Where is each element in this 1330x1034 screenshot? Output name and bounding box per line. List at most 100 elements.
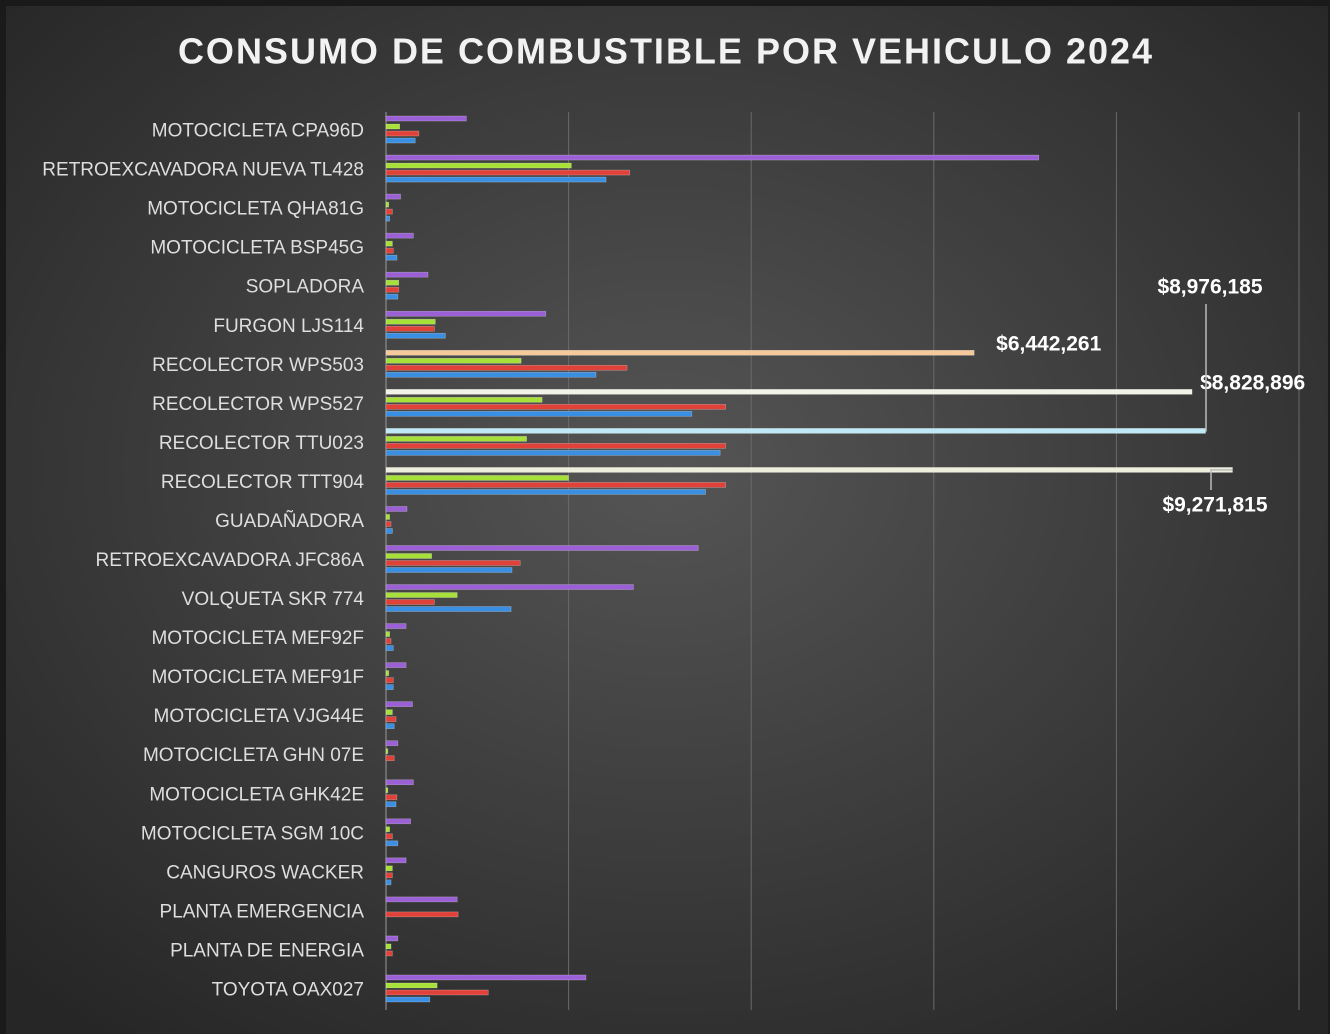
- bar: [385, 115, 467, 122]
- y-tick-label: PLANTA DE ENERGIA: [170, 940, 364, 961]
- bar: [385, 215, 390, 222]
- bar: [385, 450, 721, 456]
- bar: [385, 247, 394, 254]
- bar: [385, 428, 1206, 434]
- bar: [385, 162, 572, 169]
- bar: [385, 436, 527, 442]
- bar: [385, 631, 390, 637]
- bar: [385, 349, 975, 356]
- bar: [385, 606, 512, 612]
- bar: [385, 310, 547, 317]
- y-tick-label: RETROEXCAVADORA NUEVA TL428: [42, 160, 364, 181]
- bar: [385, 201, 390, 208]
- y-tick-label: RECOLECTOR WPS527: [152, 394, 364, 415]
- y-tick-label: MOTOCICLETA GHN 07E: [143, 745, 364, 766]
- bar: [385, 911, 459, 918]
- bar: [385, 879, 392, 886]
- bar: [385, 467, 1233, 473]
- data-label: $8,976,185: [1157, 276, 1262, 299]
- bar: [385, 521, 392, 527]
- leader-line: [1210, 469, 1233, 490]
- bar: [385, 137, 416, 144]
- bar: [385, 818, 411, 825]
- bar: [385, 545, 699, 551]
- bar: [385, 364, 628, 371]
- bar: [385, 755, 395, 762]
- y-tick-label: SOPLADORA: [246, 277, 365, 298]
- bar: [385, 872, 393, 879]
- bar: [385, 599, 435, 605]
- y-tick-label: MOTOCICLETA QHA81G: [147, 199, 364, 220]
- bar: [385, 896, 458, 903]
- bar: [385, 974, 587, 981]
- y-tick-label: RECOLECTOR WPS503: [152, 355, 364, 376]
- bar: [385, 638, 392, 644]
- bar: [385, 950, 393, 957]
- y-tick-label: FURGON LJS114: [213, 316, 364, 337]
- bar: [385, 318, 436, 325]
- y-tick-label: RECOLECTOR TTU023: [159, 433, 364, 454]
- bar: [385, 254, 398, 261]
- y-tick-label: MOTOCICLETA GHK42E: [149, 784, 364, 805]
- bar: [385, 404, 726, 410]
- bar: [385, 645, 394, 651]
- bar: [385, 553, 432, 559]
- bar: [385, 623, 407, 629]
- bar: [385, 240, 393, 247]
- background: [6, 6, 1328, 1034]
- y-tick-label: MOTOCICLETA CPA96D: [152, 121, 364, 142]
- y-tick-label: MOTOCICLETA SGM 10C: [141, 823, 364, 844]
- y-tick-label: MOTOCICLETA BSP45G: [150, 238, 364, 259]
- y-tick-label: MOTOCICLETA MEF92F: [151, 628, 364, 649]
- bar: [385, 857, 407, 864]
- y-tick-label: MOTOCICLETA VJG44E: [154, 706, 364, 727]
- bar: [385, 982, 438, 989]
- bar: [385, 560, 521, 566]
- y-tick-label: MOTOCICLETA MEF91F: [151, 667, 364, 688]
- data-label: $8,828,896: [1200, 371, 1305, 394]
- bar: [385, 154, 1040, 161]
- data-label: $6,442,261: [996, 332, 1101, 355]
- bar: [385, 232, 414, 239]
- bar: [385, 684, 394, 690]
- bar: [385, 123, 400, 130]
- bar: [385, 411, 693, 417]
- y-tick-label: VOLQUETA SKR 774: [182, 589, 365, 610]
- bar: [385, 584, 634, 590]
- bar: [385, 130, 420, 137]
- bar: [385, 489, 706, 495]
- bar: [385, 723, 395, 729]
- bar: [385, 794, 398, 801]
- bar: [385, 709, 393, 715]
- y-tick-label: CANGUROS WACKER: [166, 862, 364, 883]
- bar: [385, 169, 631, 176]
- bar: [385, 443, 726, 449]
- bar: [385, 826, 390, 833]
- y-tick-label: GUADAÑADORA: [215, 510, 364, 532]
- bar: [385, 482, 726, 488]
- bar: [385, 357, 522, 364]
- bar: [385, 475, 569, 481]
- bar: [385, 865, 393, 872]
- bar: [385, 286, 400, 293]
- bar: [385, 279, 400, 286]
- bar: [385, 293, 399, 300]
- chart-title: CONSUMO DE COMBUSTIBLE POR VEHICULO 2024: [178, 31, 1154, 72]
- bar: [385, 740, 399, 747]
- bar: [385, 840, 399, 847]
- bar: [385, 193, 401, 200]
- bar: [385, 801, 397, 808]
- bar: [385, 996, 431, 1003]
- bar: [385, 943, 392, 950]
- bar: [385, 397, 543, 403]
- y-tick-label: RETROEXCAVADORA JFC86A: [95, 550, 364, 571]
- bar: [385, 662, 407, 668]
- bar: [385, 787, 389, 794]
- bar: [385, 176, 607, 183]
- bar: [385, 677, 394, 683]
- bar: [385, 748, 389, 755]
- y-tick-label: PLANTA EMERGENCIA: [160, 901, 365, 922]
- bar: [385, 389, 1193, 395]
- data-label: $9,271,815: [1162, 494, 1267, 517]
- bar: [385, 567, 513, 573]
